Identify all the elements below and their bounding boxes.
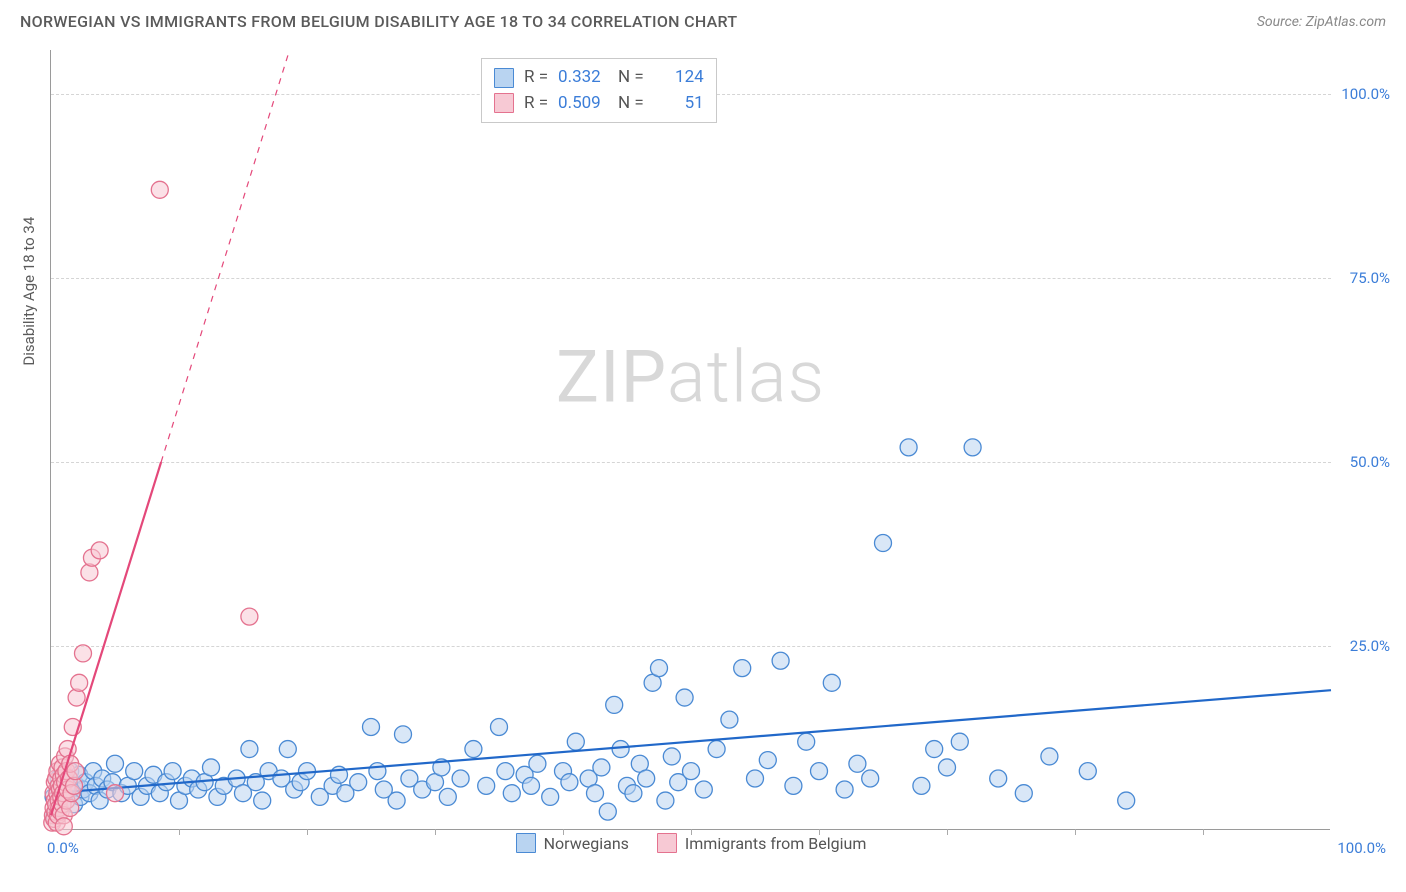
data-point-norwegians bbox=[708, 741, 725, 758]
data-point-norwegians bbox=[862, 770, 879, 787]
data-point-norwegians bbox=[836, 781, 853, 798]
data-point-norwegians bbox=[939, 759, 956, 776]
data-point-norwegians bbox=[1079, 763, 1096, 780]
data-point-norwegians bbox=[683, 763, 700, 780]
regression-line-dashed-belgium bbox=[161, 50, 289, 462]
data-point-belgium bbox=[241, 608, 258, 625]
y-tick-label: 25.0% bbox=[1334, 637, 1390, 655]
data-point-norwegians bbox=[279, 741, 296, 758]
data-point-norwegians bbox=[612, 741, 629, 758]
data-point-norwegians bbox=[721, 711, 738, 728]
data-point-norwegians bbox=[542, 788, 559, 805]
data-point-norwegians bbox=[811, 763, 828, 780]
data-point-norwegians bbox=[606, 696, 623, 713]
data-point-norwegians bbox=[478, 777, 495, 794]
data-point-norwegians bbox=[369, 763, 386, 780]
data-point-norwegians bbox=[823, 674, 840, 691]
data-point-norwegians bbox=[625, 785, 642, 802]
x-tick-end: 100.0% bbox=[1337, 839, 1386, 857]
data-point-norwegians bbox=[676, 689, 693, 706]
data-point-norwegians bbox=[593, 759, 610, 776]
data-point-belgium bbox=[71, 674, 88, 691]
data-point-norwegians bbox=[439, 788, 456, 805]
data-point-norwegians bbox=[126, 763, 143, 780]
data-point-norwegians bbox=[900, 439, 917, 456]
data-point-norwegians bbox=[1015, 785, 1032, 802]
data-point-norwegians bbox=[561, 774, 578, 791]
data-point-norwegians bbox=[164, 763, 181, 780]
data-point-norwegians bbox=[1118, 792, 1135, 809]
y-tick-label: 100.0% bbox=[1334, 85, 1390, 103]
data-point-norwegians bbox=[523, 777, 540, 794]
legend-label: Norwegians bbox=[544, 834, 629, 853]
data-point-belgium bbox=[91, 542, 108, 559]
data-point-norwegians bbox=[1041, 748, 1058, 765]
data-point-norwegians bbox=[203, 759, 220, 776]
data-point-norwegians bbox=[657, 792, 674, 809]
chart-area: Disability Age 18 to 34 ZIPatlas 25.0%50… bbox=[50, 50, 1386, 860]
swatch-belgium bbox=[657, 833, 677, 853]
data-point-norwegians bbox=[503, 785, 520, 802]
data-point-norwegians bbox=[363, 718, 380, 735]
data-point-norwegians bbox=[695, 781, 712, 798]
data-point-norwegians bbox=[772, 652, 789, 669]
data-point-norwegians bbox=[254, 792, 271, 809]
data-point-norwegians bbox=[759, 752, 776, 769]
data-point-norwegians bbox=[491, 718, 508, 735]
data-point-norwegians bbox=[734, 660, 751, 677]
chart-source: Source: ZipAtlas.com bbox=[1257, 14, 1386, 30]
data-point-norwegians bbox=[388, 792, 405, 809]
data-point-norwegians bbox=[599, 803, 616, 820]
data-point-norwegians bbox=[350, 774, 367, 791]
data-point-norwegians bbox=[587, 785, 604, 802]
data-point-norwegians bbox=[747, 770, 764, 787]
data-point-norwegians bbox=[849, 755, 866, 772]
series-legend: Norwegians Immigrants from Belgium bbox=[51, 833, 1331, 857]
data-point-belgium bbox=[75, 645, 92, 662]
plot-svg bbox=[51, 50, 1331, 830]
data-point-norwegians bbox=[638, 770, 655, 787]
data-point-norwegians bbox=[990, 770, 1007, 787]
data-point-norwegians bbox=[785, 777, 802, 794]
data-point-belgium bbox=[107, 785, 124, 802]
data-point-norwegians bbox=[875, 535, 892, 552]
y-tick-label: 50.0% bbox=[1334, 453, 1390, 471]
data-point-norwegians bbox=[926, 741, 943, 758]
data-point-belgium bbox=[67, 763, 84, 780]
data-point-norwegians bbox=[529, 755, 546, 772]
data-point-norwegians bbox=[964, 439, 981, 456]
data-point-norwegians bbox=[452, 770, 469, 787]
data-point-norwegians bbox=[107, 755, 124, 772]
data-point-norwegians bbox=[663, 748, 680, 765]
legend-item-norwegians: Norwegians bbox=[516, 833, 629, 853]
swatch-norwegians bbox=[516, 833, 536, 853]
data-point-norwegians bbox=[651, 660, 668, 677]
y-axis-label: Disability Age 18 to 34 bbox=[20, 217, 38, 366]
y-tick-label: 75.0% bbox=[1334, 269, 1390, 287]
legend-item-belgium: Immigrants from Belgium bbox=[657, 833, 866, 853]
plot-region: ZIPatlas 25.0%50.0%75.0%100.0% R =0.332N… bbox=[50, 50, 1330, 830]
data-point-norwegians bbox=[567, 733, 584, 750]
data-point-norwegians bbox=[465, 741, 482, 758]
data-point-norwegians bbox=[798, 733, 815, 750]
data-point-norwegians bbox=[497, 763, 514, 780]
chart-title: NORWEGIAN VS IMMIGRANTS FROM BELGIUM DIS… bbox=[20, 12, 737, 31]
data-point-belgium bbox=[151, 181, 168, 198]
legend-label: Immigrants from Belgium bbox=[685, 834, 866, 853]
data-point-norwegians bbox=[913, 777, 930, 794]
data-point-norwegians bbox=[951, 733, 968, 750]
data-point-norwegians bbox=[395, 726, 412, 743]
data-point-norwegians bbox=[241, 741, 258, 758]
